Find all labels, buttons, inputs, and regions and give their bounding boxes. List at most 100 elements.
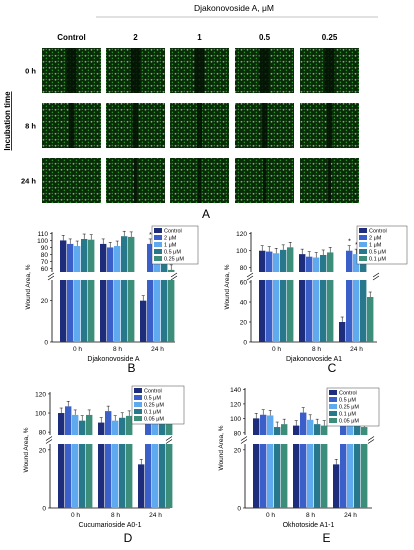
y-tick-label: 100 xyxy=(236,248,247,255)
legend-label: 0.05 μM xyxy=(339,419,359,425)
y-tick-label: 20 xyxy=(234,447,242,454)
micrograph-tile xyxy=(235,158,294,203)
micrograph-tile xyxy=(106,48,165,93)
y-tick-label: 100 xyxy=(35,411,46,418)
bar xyxy=(321,420,328,508)
y-tick-label: 100 xyxy=(37,238,48,245)
legend-label: 0.05 μM xyxy=(144,417,164,423)
bar xyxy=(126,410,133,508)
y-axis-label: Wound Area, % xyxy=(218,425,225,470)
bar xyxy=(267,410,274,508)
legend-swatch xyxy=(359,235,367,240)
legend-swatch xyxy=(329,397,337,402)
bar xyxy=(105,405,112,508)
bar xyxy=(320,249,327,342)
panel-letter: D xyxy=(124,531,133,545)
micrograph-tile xyxy=(42,103,101,148)
legend-swatch xyxy=(329,404,337,409)
bar xyxy=(260,409,267,508)
y-axis-label: Wound Area, % xyxy=(25,264,32,309)
bar xyxy=(347,413,354,508)
panel-letter-a: A xyxy=(202,207,210,221)
y-tick-label: 80 xyxy=(240,265,248,272)
micrograph-tile xyxy=(170,103,229,148)
micrograph-tile xyxy=(300,158,359,203)
legend-swatch xyxy=(359,256,367,261)
row-label: 0 h xyxy=(25,67,36,76)
bar xyxy=(281,418,288,508)
y-tick-label: 120 xyxy=(236,231,247,238)
legend-label: 0.5 μM xyxy=(339,398,356,404)
legend-label: Control xyxy=(369,229,387,235)
bar xyxy=(287,242,294,342)
bar xyxy=(280,244,287,342)
significance-marker: * xyxy=(149,232,152,239)
x-tick-label: 0 h xyxy=(266,512,275,519)
bar xyxy=(88,234,95,342)
bar xyxy=(299,248,306,342)
column-header: 0.5 xyxy=(259,33,271,42)
legend-label: 0.1 μM xyxy=(369,257,386,263)
y-axis-label: Wound Area, % xyxy=(23,427,30,472)
legend-label: 0.5 μM xyxy=(369,250,386,256)
legend-label: 0.5 μM xyxy=(164,250,181,256)
bar xyxy=(114,240,121,342)
legend-label: 2 μM xyxy=(369,236,382,242)
column-header: 2 xyxy=(133,33,138,42)
bar xyxy=(147,238,154,342)
x-axis-label: Djakonovoside A1 xyxy=(286,356,342,363)
bar xyxy=(273,248,280,342)
legend-label: 1 μM xyxy=(369,243,382,249)
chart-c: 80 100 120 0 20 40 60 Wound Area, % 0 h 8 h 24 h * *… xyxy=(224,225,408,375)
legend-swatch xyxy=(154,242,162,247)
x-axis-label: Djakonovoside A xyxy=(87,356,139,363)
legend-label: Control xyxy=(339,391,357,397)
bar xyxy=(346,245,353,342)
panel-a-micrographs: Djakonovoside A, μM Control 2 1 0.5 0.25 0 h… xyxy=(3,3,378,221)
x-tick-label: 8 h xyxy=(113,346,122,353)
legend-swatch xyxy=(359,242,367,247)
bar xyxy=(67,238,74,342)
legend-swatch xyxy=(359,228,367,233)
legend-label: Control xyxy=(144,389,162,395)
bar xyxy=(112,415,119,508)
legend-swatch xyxy=(134,402,142,407)
legend-label: Control xyxy=(164,229,182,235)
bar xyxy=(58,407,65,508)
legend-swatch xyxy=(154,235,162,240)
micrograph-tile xyxy=(106,158,165,203)
y-tick-label: 90 xyxy=(41,245,49,252)
bar xyxy=(121,230,128,342)
micrograph-tile xyxy=(106,103,165,148)
row-label: 24 h xyxy=(21,177,36,186)
bar xyxy=(138,459,145,508)
bar xyxy=(159,412,166,508)
bar xyxy=(327,247,334,342)
y-tick-label: 70 xyxy=(41,259,49,266)
legend-label: 0.5 μM xyxy=(144,396,161,402)
incubation-time-label: Incubation time xyxy=(3,91,12,151)
micrograph-tile xyxy=(300,103,359,148)
bar xyxy=(300,407,307,508)
micrograph-tile xyxy=(170,158,229,203)
legend-label: 0.25 μM xyxy=(339,405,359,411)
x-tick-label: 0 h xyxy=(71,512,80,519)
x-tick-label: 0 h xyxy=(73,346,82,353)
y-tick-label: 0 xyxy=(237,506,241,513)
significance-marker: * xyxy=(348,239,351,246)
panel-letter: C xyxy=(328,361,337,375)
y-tick-label: 20 xyxy=(39,447,47,454)
micrograph-tile xyxy=(300,48,359,93)
legend-swatch xyxy=(154,228,162,233)
bar xyxy=(100,238,107,342)
y-tick-label: 140 xyxy=(230,387,241,394)
column-header: 0.25 xyxy=(322,33,338,42)
micrograph-tile xyxy=(42,48,101,93)
column-header: Control xyxy=(57,33,85,42)
legend-swatch xyxy=(329,418,337,423)
legend-label: 0.25 μM xyxy=(144,403,164,409)
legend-swatch xyxy=(154,249,162,254)
bar xyxy=(86,409,93,508)
